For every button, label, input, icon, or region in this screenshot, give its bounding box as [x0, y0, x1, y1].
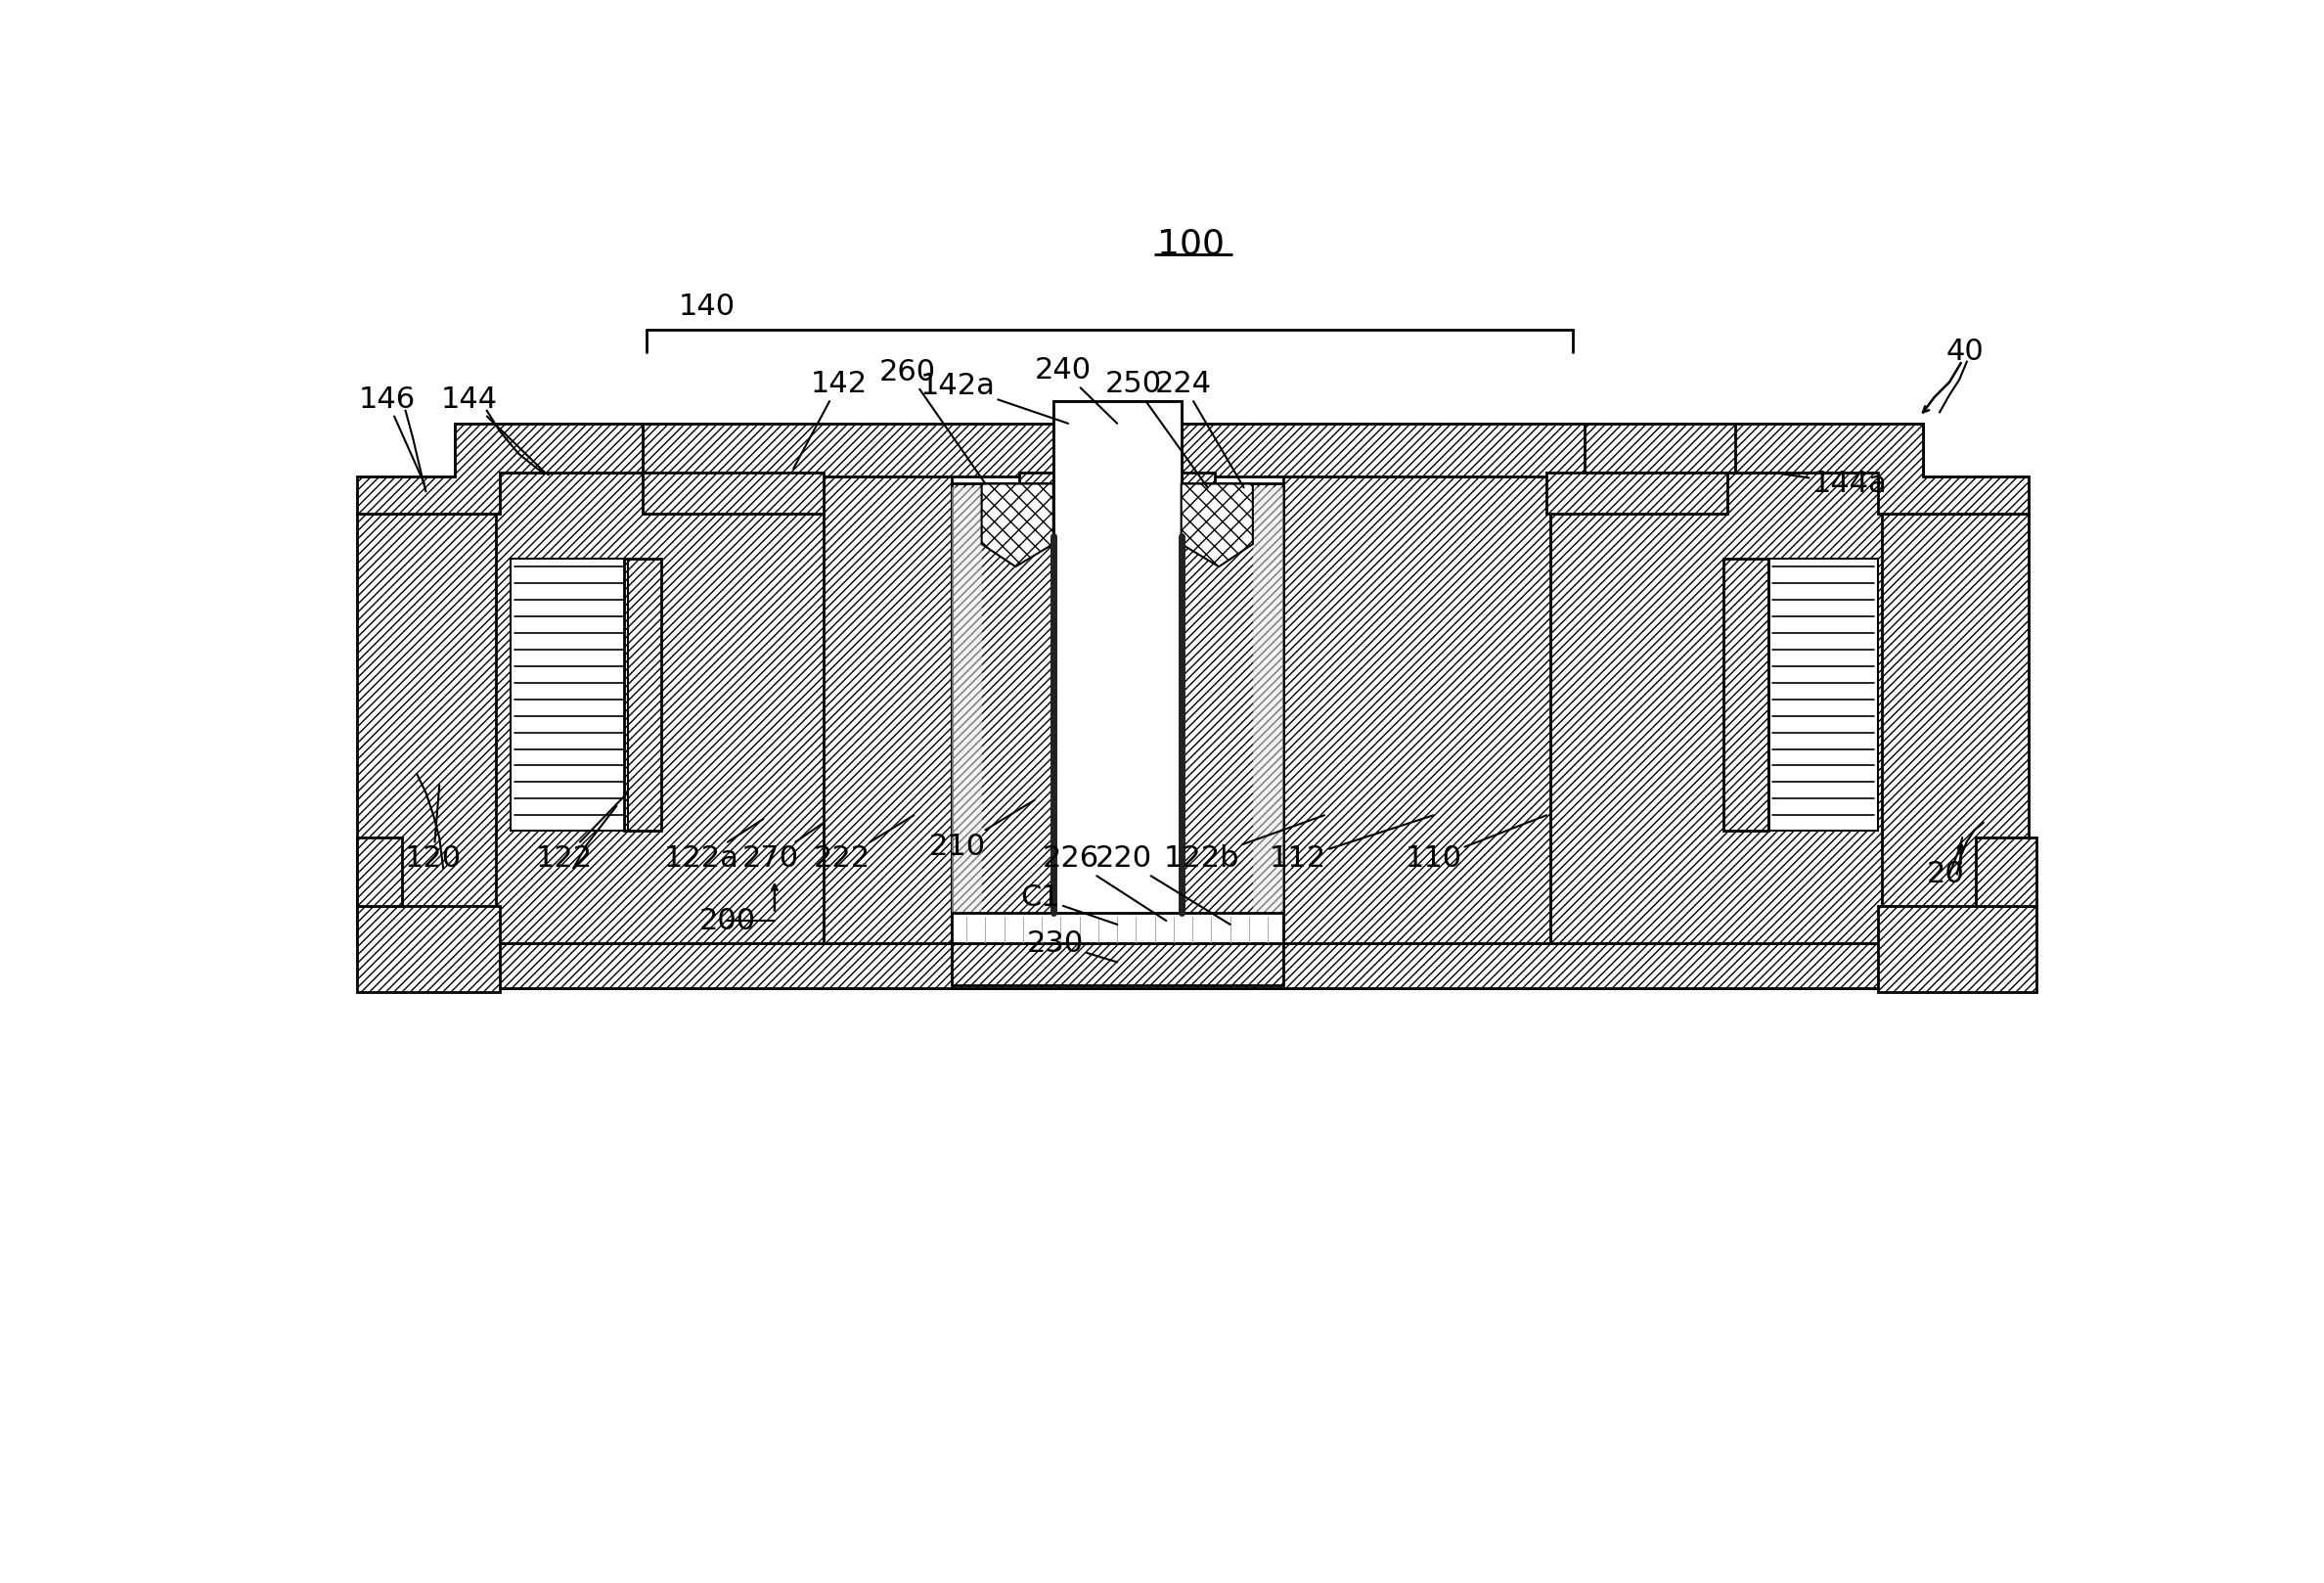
Polygon shape [1053, 400, 1181, 951]
Polygon shape [456, 943, 1922, 988]
Text: 122b: 122b [1164, 815, 1325, 874]
Text: 120: 120 [404, 785, 462, 874]
Polygon shape [356, 424, 644, 514]
Text: 210: 210 [930, 799, 1034, 861]
Text: 260: 260 [878, 358, 985, 484]
Polygon shape [1882, 424, 1922, 988]
Text: 200: 200 [700, 907, 755, 936]
Polygon shape [1283, 472, 1550, 943]
Text: 270: 270 [741, 823, 823, 874]
Text: 142: 142 [792, 370, 867, 469]
Polygon shape [511, 559, 627, 831]
Polygon shape [951, 943, 1283, 985]
Polygon shape [1975, 837, 2036, 905]
Polygon shape [623, 559, 662, 831]
Polygon shape [456, 424, 495, 988]
Text: 142a: 142a [920, 372, 1069, 424]
Polygon shape [981, 484, 1053, 567]
Polygon shape [951, 488, 981, 913]
Polygon shape [1550, 472, 1882, 943]
Polygon shape [1181, 484, 1283, 943]
Polygon shape [951, 484, 1053, 943]
Polygon shape [1562, 424, 1922, 476]
Polygon shape [1769, 559, 1878, 831]
Text: 220: 220 [1095, 845, 1229, 924]
Text: 222: 222 [813, 815, 913, 874]
Text: 112: 112 [1269, 815, 1434, 874]
Polygon shape [1878, 905, 2036, 993]
Polygon shape [1734, 424, 2029, 514]
Text: 146: 146 [358, 385, 425, 484]
Polygon shape [644, 424, 1585, 476]
Polygon shape [1181, 484, 1253, 567]
Text: C1: C1 [1020, 883, 1118, 924]
Polygon shape [823, 472, 951, 943]
Polygon shape [1253, 488, 1283, 913]
Polygon shape [495, 472, 1873, 943]
Polygon shape [1020, 472, 1215, 510]
Polygon shape [1053, 400, 1181, 499]
Polygon shape [1545, 472, 1727, 514]
Text: 110: 110 [1406, 815, 1545, 874]
Polygon shape [456, 424, 1922, 988]
Polygon shape [1878, 514, 2029, 943]
Text: 230: 230 [1027, 929, 1118, 962]
Text: 140: 140 [679, 293, 734, 321]
Text: 224: 224 [1155, 370, 1243, 488]
Text: 20: 20 [1927, 860, 1964, 888]
Text: 122: 122 [535, 793, 627, 874]
Text: 40: 40 [1945, 337, 1982, 366]
Polygon shape [495, 472, 832, 943]
Polygon shape [356, 514, 500, 943]
Polygon shape [644, 472, 823, 514]
Polygon shape [951, 913, 1283, 943]
Text: 144: 144 [442, 385, 544, 472]
Polygon shape [456, 424, 823, 476]
Text: 144a: 144a [1773, 470, 1887, 499]
Text: 100: 100 [1157, 228, 1225, 261]
Text: 226: 226 [1041, 845, 1167, 921]
Text: 122a: 122a [665, 818, 762, 874]
Polygon shape [356, 837, 402, 905]
Polygon shape [356, 905, 500, 993]
Polygon shape [1724, 559, 1769, 831]
Text: 250: 250 [1106, 370, 1208, 488]
Text: 240: 240 [1034, 356, 1118, 424]
